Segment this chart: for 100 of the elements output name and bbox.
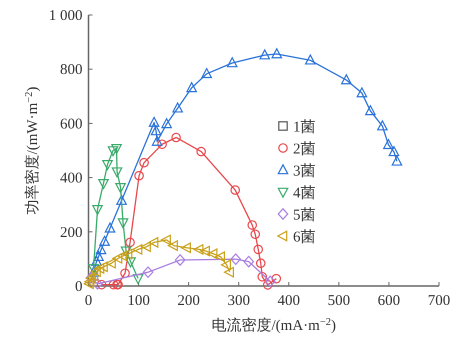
point	[94, 263, 104, 274]
point	[84, 278, 94, 290]
point	[96, 280, 106, 290]
point	[118, 218, 128, 228]
x-tick-label: 400	[278, 293, 300, 309]
point	[134, 170, 144, 181]
point	[253, 244, 264, 254]
point	[88, 270, 98, 282]
point	[148, 237, 158, 248]
point	[111, 144, 122, 154]
point	[92, 205, 103, 216]
point	[115, 183, 126, 194]
point	[271, 274, 282, 284]
y-tick-label: 0	[75, 279, 82, 295]
point	[98, 261, 108, 272]
point	[180, 242, 191, 254]
point	[377, 120, 388, 130]
point	[193, 244, 204, 255]
point	[226, 57, 238, 68]
y-tick-label: 400	[60, 170, 82, 187]
point	[108, 146, 118, 156]
point	[230, 185, 240, 195]
point	[365, 105, 376, 116]
point	[172, 102, 183, 113]
legend-label: 1菌	[293, 118, 316, 136]
point	[92, 278, 103, 290]
point	[106, 258, 116, 269]
point	[262, 280, 273, 290]
point	[98, 178, 109, 190]
point	[247, 220, 258, 230]
point	[256, 258, 266, 268]
point	[356, 87, 368, 98]
point	[102, 160, 113, 170]
point	[201, 68, 212, 78]
x-tick-label: 100	[127, 293, 150, 309]
point	[125, 257, 136, 268]
point	[214, 251, 225, 262]
point	[150, 125, 162, 136]
point	[99, 236, 110, 246]
point	[108, 280, 118, 290]
point	[220, 260, 231, 270]
point	[186, 82, 197, 92]
x-tick-label: 200	[177, 293, 200, 309]
point	[161, 118, 172, 128]
y-tick-label: 200	[60, 224, 82, 241]
point	[230, 253, 242, 265]
point	[112, 253, 122, 264]
point	[168, 240, 178, 251]
point	[104, 222, 116, 233]
x-tick-label: 700	[428, 293, 450, 309]
point	[224, 266, 234, 278]
y-tick-label: 1 000	[48, 8, 82, 24]
point	[305, 54, 316, 65]
point	[171, 132, 181, 142]
point	[271, 48, 282, 58]
point	[259, 49, 270, 60]
legend-label: 6菌	[293, 228, 316, 246]
point	[139, 158, 149, 168]
point	[392, 156, 402, 166]
point	[160, 234, 171, 246]
point	[388, 146, 400, 156]
point	[122, 248, 132, 260]
point	[120, 268, 130, 278]
legend-label: 2菌	[293, 140, 316, 158]
point	[93, 250, 104, 262]
point	[257, 272, 268, 282]
point	[117, 250, 128, 262]
point	[91, 256, 102, 266]
x-axis-title: 电流密度/(mA·m$^{−2}$)	[212, 316, 336, 334]
point	[196, 146, 206, 156]
point	[84, 276, 94, 287]
legend-label: 4菌	[293, 184, 316, 202]
point	[116, 194, 127, 205]
point	[96, 244, 106, 254]
point	[383, 139, 394, 150]
point	[264, 276, 276, 288]
point	[140, 241, 151, 252]
point	[341, 74, 352, 84]
point	[132, 244, 142, 255]
point	[174, 254, 186, 266]
x-tick-label: 0	[84, 293, 92, 309]
x-tick-label: 500	[328, 293, 350, 309]
point	[152, 136, 162, 146]
point	[132, 274, 144, 284]
point	[207, 248, 218, 260]
legend-label: 5菌	[293, 206, 316, 224]
point	[125, 238, 135, 248]
point	[243, 256, 254, 268]
point	[157, 139, 167, 150]
point	[112, 167, 122, 178]
point	[148, 116, 160, 127]
point	[142, 266, 154, 278]
point	[250, 229, 260, 240]
y-tick-label: 800	[60, 62, 82, 78]
y-tick-label: 600	[60, 116, 82, 132]
x-tick-label: 300	[227, 293, 250, 309]
x-tick-label: 600	[378, 293, 400, 309]
point	[88, 264, 99, 274]
point	[120, 246, 132, 257]
legend-label: 3菌	[293, 162, 316, 180]
